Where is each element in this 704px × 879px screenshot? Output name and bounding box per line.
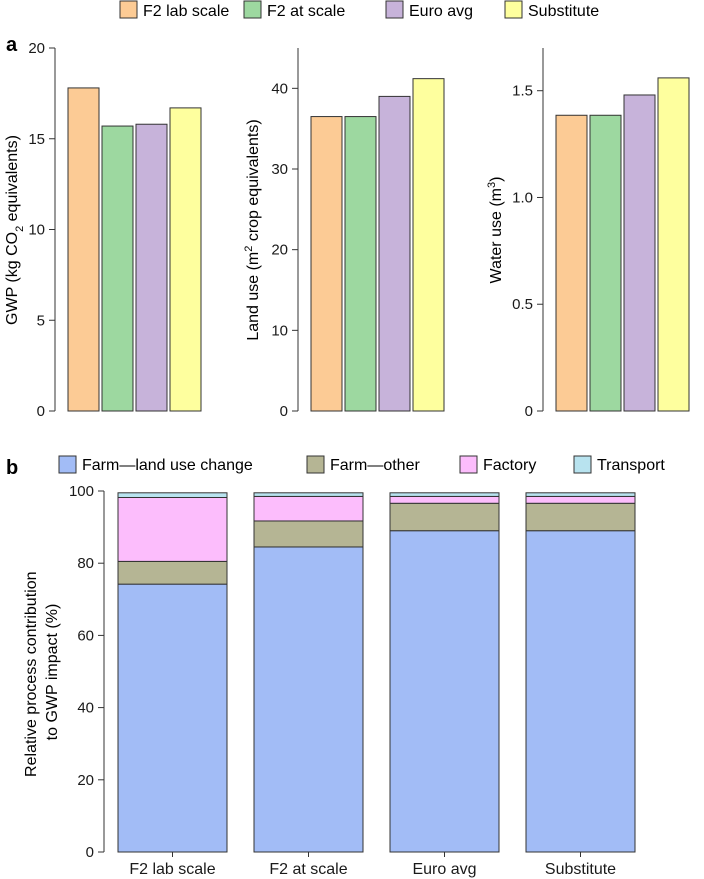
contribution-bar-0-segment-2 [117, 496, 228, 562]
contribution-x-label-3: Substitute [545, 861, 616, 878]
contribution-bar-3-segment-0 [525, 530, 636, 853]
land-use-bars [310, 78, 445, 412]
panel-label-b: b [6, 457, 18, 479]
water-use-y-tick-label-2: 1.0 [512, 189, 533, 206]
legend-a-swatch-2 [385, 0, 404, 19]
chart-gwp: 0 5 10 15 20 GWP (kg CO2 equivalents) [4, 40, 202, 420]
contribution-bar-1-segment-2 [253, 495, 364, 522]
legend-a-swatch-0 [119, 0, 138, 19]
legend-b-label-3: Transport [597, 457, 665, 474]
chart-gwp-contribution: 0 20 40 60 80 100 F2 lab scale F2 at scale Euro… [23, 483, 636, 878]
gwp-y-tick-label-3: 15 [28, 131, 45, 148]
water-use-bar-2 [623, 94, 656, 412]
water-use-y-axis-label: Water use (m3) [486, 177, 505, 284]
contribution-bar-1-segment-1 [253, 520, 364, 548]
legend-a-swatch-1 [243, 0, 262, 19]
contribution-bar-0-segment-1 [117, 560, 228, 585]
contribution-y-tick-label-0: 0 [86, 844, 94, 861]
water-use-y-tick-label-1: 0.5 [512, 296, 533, 313]
water-use-y-tick-label-0: 0 [525, 403, 533, 420]
contribution-y-tick-label-4: 80 [77, 555, 94, 572]
chart-land-use: 0 10 20 30 40 Land use (m2 crop equivalents) [243, 48, 445, 420]
contribution-bar-3-segment-3 [525, 492, 636, 497]
legend-b-label-2: Factory [483, 457, 536, 474]
contribution-y-tick-label-5: 100 [69, 483, 94, 500]
legend-a-swatch-3 [504, 0, 523, 19]
gwp-y-tick-label-1: 5 [37, 312, 45, 329]
contribution-bar-2-segment-0 [389, 530, 500, 853]
land-use-bar-3 [412, 78, 445, 412]
land-use-bar-2 [378, 95, 411, 412]
gwp-bar-0 [67, 87, 100, 412]
contribution-bar-0-segment-3 [117, 492, 228, 498]
gwp-y-axis-label: GWP (kg CO2 equivalents) [4, 135, 26, 325]
land-use-y-ticks: 0 10 20 30 40 [271, 80, 298, 420]
legend-a-label-1: F2 at scale [267, 3, 345, 20]
land-use-y-tick-label-4: 40 [271, 80, 288, 97]
land-use-bar-1 [344, 116, 377, 412]
contribution-y-tick-label-1: 20 [77, 772, 94, 789]
legend-b-swatch-0 [58, 455, 77, 474]
gwp-bar-1 [101, 125, 134, 412]
gwp-y-tick-label-0: 0 [37, 403, 45, 420]
legend-b-swatch-1 [306, 455, 325, 474]
contribution-bar-1-segment-3 [253, 492, 364, 497]
legend-b-swatch-2 [459, 455, 478, 474]
legend-b-label-0: Farm—land use change [82, 457, 253, 474]
contribution-x-labels: F2 lab scale F2 at scale Euro avg Substitut… [129, 852, 616, 878]
gwp-bars [67, 87, 202, 412]
gwp-y-ticks: 0 5 10 15 20 [28, 40, 55, 420]
water-use-bar-1 [589, 114, 622, 412]
water-use-y-tick-label-3: 1.5 [512, 83, 533, 100]
legend-a-label-2: Euro avg [409, 3, 473, 20]
legend-b-label-1: Farm—other [330, 457, 420, 474]
water-use-bar-0 [555, 114, 588, 412]
panel-label-a: a [6, 34, 18, 56]
contribution-y-axis-label: Relative process contribution to GWP imp… [23, 567, 61, 777]
legend-a: F2 lab scale F2 at scale Euro avg Substi… [119, 0, 599, 20]
land-use-y-tick-label-3: 30 [271, 161, 288, 178]
legend-a-label-0: F2 lab scale [143, 3, 229, 20]
contribution-y-tick-label-3: 60 [77, 627, 94, 644]
land-use-bar-0 [310, 116, 343, 412]
water-use-bar-3 [657, 77, 690, 412]
contribution-y-ticks: 0 20 40 60 80 100 [69, 483, 104, 861]
land-use-y-tick-label-2: 20 [271, 242, 288, 259]
contribution-bars [117, 492, 636, 853]
contribution-x-label-2: Euro avg [412, 861, 476, 878]
contribution-bar-3-segment-2 [525, 495, 636, 504]
water-use-bars [555, 77, 690, 412]
contribution-bar-2-segment-1 [389, 502, 500, 532]
contribution-bar-0-segment-0 [117, 583, 228, 853]
water-use-y-ticks: 0 0.5 1.0 1.5 [512, 83, 543, 420]
chart-water-use: 0 0.5 1.0 1.5 Water use (m3) [486, 48, 690, 420]
gwp-bar-3 [169, 107, 202, 412]
gwp-y-tick-label-4: 20 [28, 40, 45, 57]
land-use-y-tick-label-0: 0 [280, 403, 288, 420]
gwp-y-tick-label-2: 10 [28, 222, 45, 239]
legend-b: Farm—land use change Farm—other Factory … [58, 455, 665, 474]
gwp-bar-2 [135, 123, 168, 412]
legend-b-swatch-3 [573, 455, 592, 474]
contribution-bar-1-segment-0 [253, 546, 364, 853]
land-use-y-tick-label-1: 10 [271, 322, 288, 339]
contribution-bar-2-segment-3 [389, 492, 500, 497]
legend-a-label-3: Substitute [528, 3, 599, 20]
contribution-x-label-0: F2 lab scale [129, 861, 215, 878]
contribution-bar-2-segment-2 [389, 495, 500, 504]
contribution-bar-3-segment-1 [525, 502, 636, 532]
land-use-y-axis-label: Land use (m2 crop equivalents) [243, 119, 262, 340]
contribution-y-tick-label-2: 40 [77, 700, 94, 717]
contribution-x-label-1: F2 at scale [269, 861, 347, 878]
